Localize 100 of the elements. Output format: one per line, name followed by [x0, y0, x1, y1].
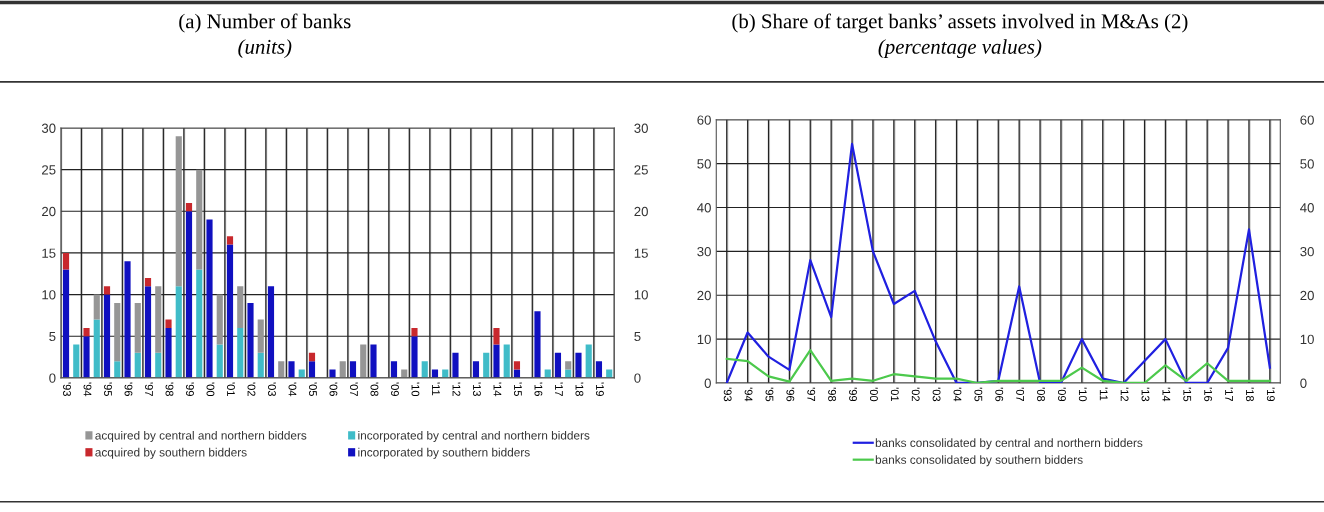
- x-tick-label: '08: [370, 382, 379, 397]
- legend-label: banks consolidated by southern bidders: [875, 455, 1083, 467]
- bar: [124, 261, 131, 378]
- y-tick-label: 0: [704, 378, 711, 388]
- bar: [175, 286, 182, 378]
- bar: [206, 219, 213, 378]
- bar: [278, 361, 285, 378]
- y2-tick-label: 0: [1300, 378, 1307, 388]
- legend-label: banks consolidated by central and northern bidders: [875, 438, 1143, 450]
- x-tick-label: '05: [974, 387, 983, 402]
- x-tick-label: '95: [104, 382, 112, 397]
- chart-subtitle: (percentage values): [878, 39, 1042, 59]
- bar: [83, 327, 90, 337]
- x-tick-label: '00: [206, 382, 215, 397]
- line-series: [725, 348, 1271, 383]
- bar: [565, 361, 572, 370]
- x-tick-label: '98: [828, 387, 837, 402]
- x-tick-label: '17: [1225, 387, 1233, 402]
- x-tick-label: '02: [247, 382, 256, 396]
- x-tick-label: '18: [575, 382, 584, 397]
- y-tick-label: 50: [697, 159, 711, 169]
- y2-tick-label: 40: [1300, 203, 1314, 213]
- bar: [165, 319, 172, 328]
- bar: [421, 361, 428, 378]
- y2-tick-label: 5: [634, 331, 641, 342]
- bar: [339, 361, 346, 378]
- bar: [155, 286, 162, 353]
- y2-tick-label: 60: [1300, 115, 1314, 125]
- y2-tick-label: 50: [1300, 159, 1314, 169]
- x-tick-label: '94: [83, 382, 92, 397]
- y2-tick-label: 30: [634, 123, 648, 133]
- y2-tick-label: 15: [634, 248, 648, 258]
- x-tick-label: '16: [1204, 387, 1213, 402]
- x-tick-label: '12: [452, 382, 461, 396]
- x-tick-label: '14: [1162, 387, 1171, 402]
- x-tick-label: '96: [786, 387, 795, 402]
- y-tick-label: 30: [41, 123, 56, 133]
- bar: [144, 277, 152, 287]
- line-series: [725, 142, 1271, 383]
- x-tick-label: '12: [1120, 387, 1129, 402]
- bar: [554, 352, 562, 378]
- x-tick-label: '99: [186, 382, 194, 396]
- x-tick-label: '06: [329, 382, 338, 397]
- bar: [308, 361, 316, 378]
- bar: [452, 352, 459, 378]
- x-tick-label: '18: [1245, 387, 1254, 402]
- bar: [390, 361, 398, 378]
- bar: [62, 269, 70, 378]
- bar: [165, 327, 172, 378]
- x-tick-label: '02: [911, 387, 920, 402]
- y-tick-label: 15: [42, 248, 56, 258]
- y-tick-label: 25: [42, 165, 56, 175]
- y2-tick-label: 0: [634, 373, 641, 383]
- bar: [216, 294, 223, 345]
- bar: [134, 302, 141, 353]
- bar: [493, 344, 500, 378]
- bar: [114, 361, 121, 378]
- x-tick-label: '04: [288, 382, 297, 397]
- x-tick-label: '19: [1266, 387, 1275, 402]
- bar: [411, 327, 418, 337]
- y2-tick-label: 10: [1300, 334, 1314, 345]
- x-tick-label: '06: [995, 387, 1004, 402]
- bar: [411, 336, 418, 378]
- bar: [103, 294, 111, 378]
- y-tick-label: 20: [697, 290, 711, 301]
- bar: [155, 352, 162, 378]
- y-tick-label: 20: [42, 206, 56, 217]
- x-tick-label: '13: [473, 382, 481, 397]
- x-tick-label: '97: [807, 387, 816, 402]
- y-tick-label: 5: [49, 331, 56, 342]
- x-tick-label: '98: [165, 382, 174, 397]
- bar: [534, 311, 541, 378]
- x-tick-label: '93: [63, 382, 71, 397]
- y-tick-label: 60: [697, 115, 711, 125]
- x-tick-label: '11: [1099, 387, 1108, 401]
- bar: [575, 352, 582, 378]
- y-tick-label: 0: [49, 373, 56, 383]
- x-tick-label: '13: [1141, 387, 1150, 402]
- x-tick-label: '17: [555, 382, 563, 396]
- bar: [595, 361, 603, 378]
- bar: [360, 344, 367, 378]
- x-tick-label: '00: [869, 387, 878, 402]
- y2-tick-label: 20: [1300, 290, 1314, 301]
- legend-label: incorporated by central and northern bidders: [358, 430, 590, 442]
- bar: [237, 327, 244, 378]
- bar: [257, 319, 264, 353]
- bar: [483, 352, 490, 378]
- bar: [93, 319, 100, 378]
- x-tick-label: '01: [890, 387, 899, 402]
- x-tick-label: '96: [124, 382, 133, 397]
- bar: [585, 344, 592, 378]
- bar: [62, 252, 70, 270]
- chart-subtitle: (units): [238, 39, 292, 59]
- bar: [175, 136, 182, 287]
- bar: [513, 361, 521, 370]
- y-tick-label: 10: [697, 334, 711, 345]
- bar: [216, 344, 223, 378]
- bar: [329, 369, 336, 378]
- x-tick-label: '04: [953, 387, 962, 402]
- bar: [472, 361, 480, 378]
